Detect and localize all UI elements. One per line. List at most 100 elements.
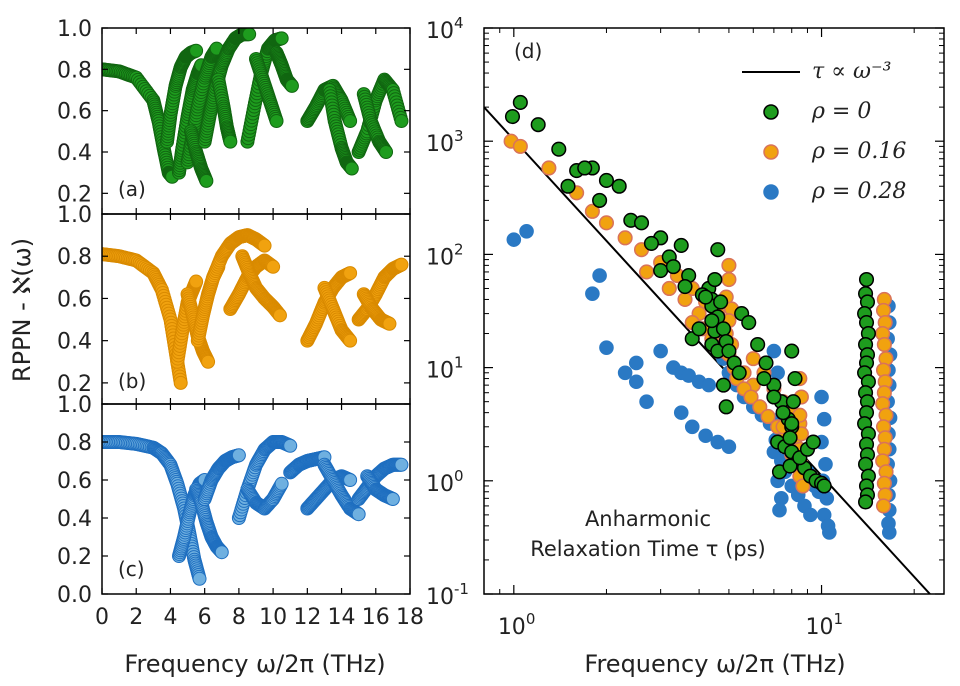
data-point xyxy=(770,365,785,381)
data-point xyxy=(223,134,238,149)
data-point xyxy=(272,308,287,323)
data-point xyxy=(661,280,677,297)
data-point xyxy=(541,160,557,176)
data-point xyxy=(192,571,207,586)
data-point xyxy=(592,268,607,283)
data-point xyxy=(858,271,875,288)
data-point xyxy=(379,145,394,159)
data-point xyxy=(721,439,737,455)
panel-label-d: (d) xyxy=(514,39,542,63)
y-axis-title-left: RPPN - ℵ(ω) xyxy=(8,238,36,382)
data-point xyxy=(715,321,732,337)
x-tick-label: 16 xyxy=(362,605,390,630)
legend-label-fit: τ ∝ ω⁻³ xyxy=(812,59,891,84)
data-point xyxy=(199,173,214,188)
legend-marker-green xyxy=(763,104,779,120)
x-tick-label: 0 xyxy=(95,605,109,630)
legend-label-green: ρ = 0 xyxy=(811,99,871,124)
data-point xyxy=(858,494,874,510)
data-point xyxy=(715,377,732,393)
data-point xyxy=(584,203,600,219)
x-axis-title-left: Frequency ω/2π (THz) xyxy=(124,650,385,678)
data-point xyxy=(653,343,668,359)
legend-label-orange: ρ = 0.16 xyxy=(811,139,906,164)
data-point xyxy=(385,492,400,506)
data-point xyxy=(551,141,567,157)
data-point xyxy=(701,377,717,393)
panel-points xyxy=(102,435,409,586)
data-point xyxy=(673,405,689,420)
data-point xyxy=(760,408,776,425)
data-point xyxy=(283,438,298,453)
data-point xyxy=(274,476,289,491)
data-point xyxy=(512,94,528,110)
legend-marker-orange xyxy=(763,144,779,160)
fit-line xyxy=(484,106,931,594)
data-point xyxy=(772,502,787,518)
data-point xyxy=(351,507,366,522)
data-point xyxy=(818,456,833,472)
data-point xyxy=(506,232,522,247)
data-point xyxy=(598,215,615,231)
x-tick-label: 4 xyxy=(163,605,177,630)
data-point xyxy=(684,419,700,435)
data-point xyxy=(382,316,397,331)
data-point xyxy=(822,525,837,540)
y-tick-label: 0.6 xyxy=(57,469,92,494)
data-point xyxy=(611,178,627,194)
y-tick-label: 0.6 xyxy=(57,100,92,125)
data-point xyxy=(782,458,798,474)
data-point xyxy=(784,416,800,432)
annotation-line-2: Relaxation Time τ (ps) xyxy=(530,537,766,561)
data-point xyxy=(201,354,216,369)
data-point xyxy=(710,242,726,258)
data-point xyxy=(673,237,689,253)
data-point xyxy=(633,215,650,231)
panel-c-axes: 0.0 0.2 0.4 0.6 0.8 1.0 0 2 4 6 8 10 12 14 16 18 xyxy=(57,393,424,630)
data-point xyxy=(745,351,761,367)
data-point xyxy=(214,545,229,560)
data-point xyxy=(713,294,729,310)
x-axis-title-right: Frequency ω/2π (THz) xyxy=(584,650,845,678)
data-point xyxy=(743,389,759,405)
y-tick-label: 0.0 xyxy=(57,583,92,608)
panel-a-axes: 0.2 0.4 0.6 0.8 1.0 xyxy=(57,17,411,215)
data-point xyxy=(677,278,693,295)
y-tick-label: 0.2 xyxy=(57,372,92,397)
data-point xyxy=(785,394,801,410)
data-point xyxy=(628,355,644,371)
panel-d-axes: 10-1 100 101 102 103 104 100 101 xyxy=(426,14,945,640)
data-point xyxy=(784,343,800,359)
data-point xyxy=(665,259,681,275)
data-point xyxy=(343,266,358,281)
data-point xyxy=(816,411,832,427)
data-point xyxy=(758,355,774,371)
y-tick-label: 1.0 xyxy=(57,17,92,42)
panel-d-plot xyxy=(484,94,931,594)
axes-frame xyxy=(101,403,411,595)
data-point xyxy=(814,389,829,405)
data-point xyxy=(721,257,737,273)
data-point xyxy=(599,340,614,355)
data-point xyxy=(721,271,737,288)
data-point xyxy=(284,78,299,93)
data-point xyxy=(231,448,246,463)
data-point xyxy=(577,160,593,176)
data-point xyxy=(394,114,409,128)
y-tick-label: 0.2 xyxy=(57,182,92,207)
data-point xyxy=(816,478,832,494)
data-point xyxy=(653,262,669,279)
data-point xyxy=(257,238,272,253)
data-point xyxy=(704,313,720,329)
data-point xyxy=(343,114,358,128)
data-point xyxy=(560,178,576,194)
data-point xyxy=(242,28,257,42)
panel-label-b: (b) xyxy=(118,369,146,393)
data-point xyxy=(718,399,734,415)
data-point xyxy=(805,434,821,450)
x-tick-label: 18 xyxy=(396,605,424,630)
data-point xyxy=(639,264,655,280)
y-tick-label: 0.6 xyxy=(57,287,92,312)
y-tick-label: 1.0 xyxy=(57,203,92,228)
x-tick-label: 101 xyxy=(806,610,844,640)
